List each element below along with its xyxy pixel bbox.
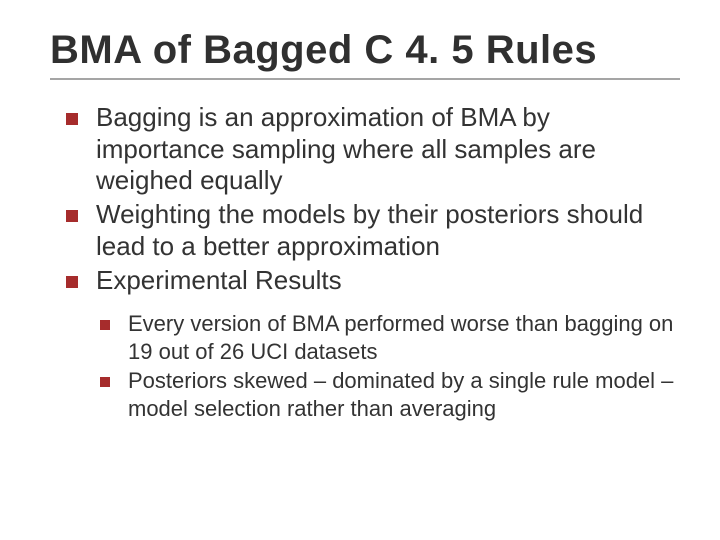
list-item: Bagging is an approximation of BMA by im… bbox=[58, 102, 680, 197]
list-item: Posteriors skewed – dominated by a singl… bbox=[96, 367, 680, 422]
title-underline bbox=[50, 78, 680, 80]
bullet-list-level1: Bagging is an approximation of BMA by im… bbox=[50, 102, 680, 296]
list-item: Every version of BMA performed worse tha… bbox=[96, 310, 680, 365]
slide: BMA of Bagged C 4. 5 Rules Bagging is an… bbox=[0, 0, 720, 540]
bullet-list-level2: Every version of BMA performed worse tha… bbox=[50, 310, 680, 422]
slide-title: BMA of Bagged C 4. 5 Rules bbox=[50, 28, 680, 72]
list-item: Weighting the models by their posteriors… bbox=[58, 199, 680, 262]
list-item: Experimental Results bbox=[58, 265, 680, 297]
